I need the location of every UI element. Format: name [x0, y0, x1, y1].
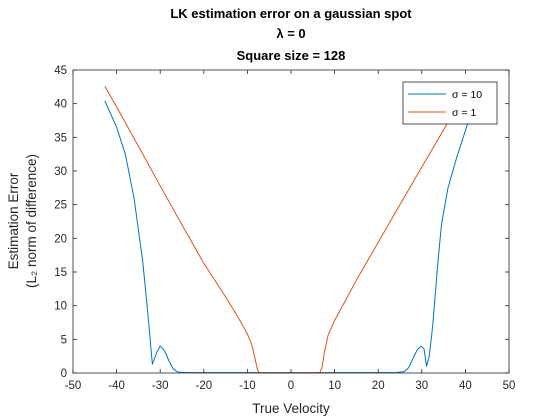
x-axis-label: True Velocity	[252, 401, 330, 416]
chart-title-line-2: λ = 0	[276, 26, 305, 41]
x-tick-label: 10	[328, 380, 341, 392]
y-tick-label: 15	[54, 267, 67, 279]
x-tick-label: -20	[195, 380, 212, 392]
y-axis-ticks: 0 5 10 15 20 25 30 35 40 45	[54, 65, 509, 380]
y-axis-label-line-1: Estimation Error	[6, 172, 21, 269]
y-tick-label: 5	[61, 334, 67, 346]
y-tick-label: 45	[54, 65, 67, 77]
chart-title-line-1: LK estimation error on a gaussian spot	[170, 6, 412, 21]
x-axis-ticks: -50 -40 -30 -20 -10 0 10 20 30 40 50	[65, 70, 516, 392]
x-tick-label: 30	[415, 380, 428, 392]
x-tick-label: -50	[65, 380, 82, 392]
y-tick-label: 30	[54, 166, 67, 178]
y-tick-label: 0	[61, 368, 67, 380]
legend: σ = 10 σ = 1	[402, 81, 498, 125]
x-tick-label: 20	[372, 380, 385, 392]
y-tick-label: 35	[54, 132, 67, 144]
x-tick-label: -10	[239, 380, 256, 392]
y-tick-label: 20	[54, 233, 67, 245]
y-axis-label-line-2: (L₂ norm of difference)	[24, 154, 39, 288]
legend-label-sigma-1: σ = 1	[452, 107, 476, 119]
x-tick-label: 50	[503, 380, 516, 392]
legend-box	[402, 81, 498, 125]
x-tick-label: 40	[459, 380, 472, 392]
y-tick-label: 10	[54, 301, 67, 313]
y-tick-label: 40	[54, 99, 67, 111]
x-tick-label: 0	[288, 380, 294, 392]
x-tick-label: -40	[108, 380, 125, 392]
legend-label-sigma-10: σ = 10	[452, 89, 482, 101]
y-tick-label: 25	[54, 200, 67, 212]
x-tick-label: -30	[152, 380, 169, 392]
chart-title-line-3: Square size = 128	[237, 48, 346, 63]
